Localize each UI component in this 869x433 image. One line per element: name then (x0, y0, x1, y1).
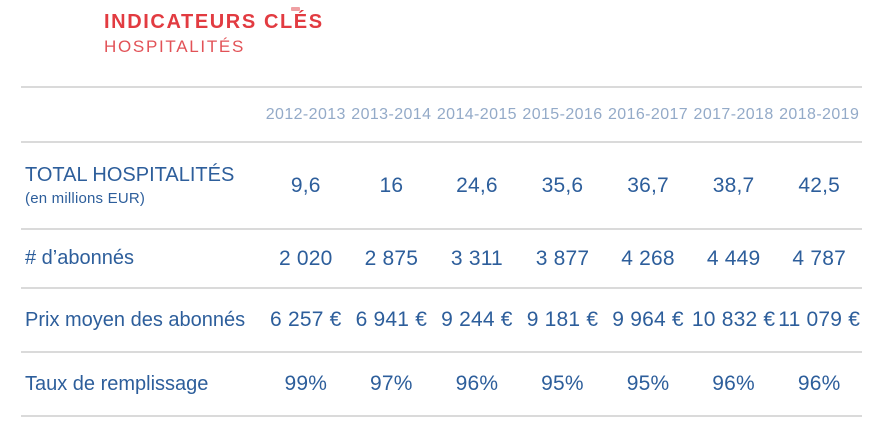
corner-cell (21, 86, 263, 142)
cell-value: 38,7 (690, 141, 777, 229)
row-label-main: TOTAL HOSPITALITÉS (25, 163, 235, 186)
cell-value: 96% (690, 351, 777, 417)
cell-value: 9,6 (263, 141, 349, 229)
table-row-abonnes: # d’abonnés 2 020 2 875 3 311 3 877 4 26… (21, 228, 862, 288)
cell-value: 99% (263, 351, 349, 417)
row-label: Prix moyen des abonnés (21, 287, 263, 352)
cell-value: 2 020 (263, 228, 349, 288)
cell-value: 2 875 (348, 228, 435, 288)
cell-value: 3 877 (519, 228, 606, 288)
row-label-sub: (en millions EUR) (25, 189, 146, 207)
cell-value: 9 964 € (605, 287, 691, 352)
cell-value: 16 (348, 141, 435, 229)
cell-value: 6 941 € (348, 287, 435, 352)
row-label: # d’abonnés (21, 228, 263, 288)
cell-value: 24,6 (434, 141, 520, 229)
season-header-row: 2012-2013 2013-2014 2014-2015 2015-2016 … (21, 86, 862, 142)
cell-value: 4 449 (690, 228, 777, 288)
cell-value: 9 244 € (434, 287, 520, 352)
row-label: TOTAL HOSPITALITÉS (en millions EUR) (21, 141, 263, 229)
row-label: Taux de remplissage (21, 351, 263, 417)
cell-value: 3 311 (434, 228, 520, 288)
cell-value: 36,7 (605, 141, 691, 229)
column-header-2017-2018: 2017-2018 (690, 86, 777, 142)
cell-value: 11 079 € (776, 287, 862, 352)
table-row-total-hospitalites: TOTAL HOSPITALITÉS (en millions EUR) 9,6… (21, 141, 862, 229)
table-row-prix-moyen: Prix moyen des abonnés 6 257 € 6 941 € 9… (21, 287, 862, 352)
cell-value: 96% (776, 351, 862, 417)
cell-value: 35,6 (519, 141, 606, 229)
column-header-2014-2015: 2014-2015 (434, 86, 520, 142)
cell-value: 95% (605, 351, 691, 417)
column-header-2016-2017: 2016-2017 (605, 86, 691, 142)
kpi-table: 2012-2013 2013-2014 2014-2015 2015-2016 … (21, 86, 862, 417)
table-row-taux-remplissage: Taux de remplissage 99% 97% 96% 95% 95% … (21, 351, 862, 417)
cell-value: 9 181 € (519, 287, 606, 352)
cell-value: 96% (434, 351, 520, 417)
cropped-red-fragment (291, 7, 300, 11)
page-subtitle: HOSPITALITÉS (104, 37, 246, 56)
column-header-2018-2019: 2018-2019 (776, 86, 862, 142)
cell-value: 4 268 (605, 228, 691, 288)
page-title: INDICATEURS CLÉS (104, 11, 324, 33)
column-header-2015-2016: 2015-2016 (519, 86, 606, 142)
cell-value: 6 257 € (263, 287, 349, 352)
cell-value: 42,5 (776, 141, 862, 229)
cell-value: 97% (348, 351, 435, 417)
cell-value: 95% (519, 351, 606, 417)
column-header-2013-2014: 2013-2014 (348, 86, 435, 142)
cell-value: 4 787 (776, 228, 862, 288)
cell-value: 10 832 € (690, 287, 777, 352)
column-header-2012-2013: 2012-2013 (263, 86, 349, 142)
